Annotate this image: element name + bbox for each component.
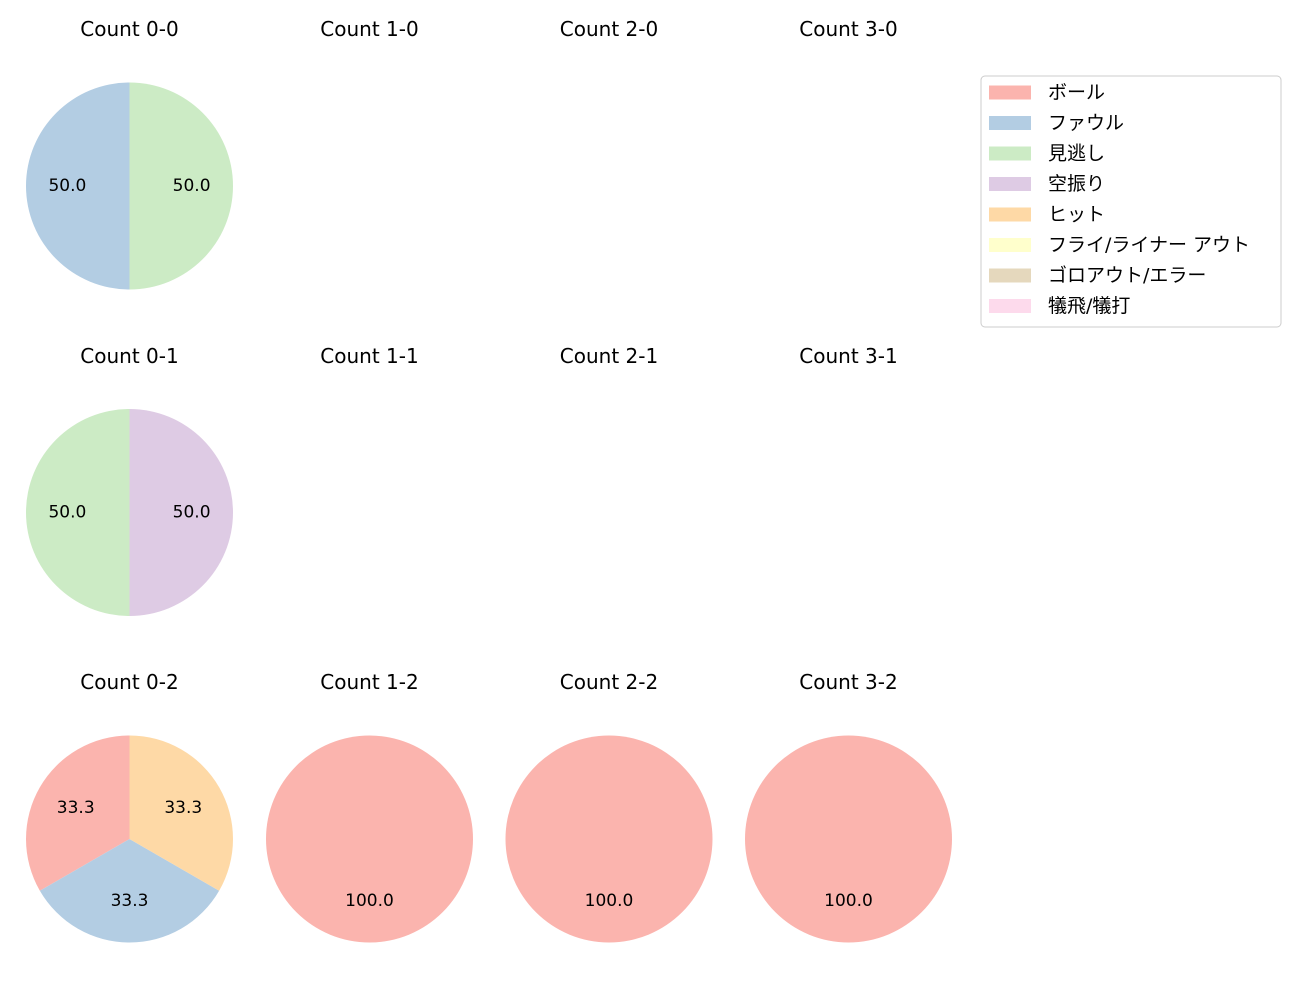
legend-item: ヒット [989,204,1105,226]
legend-item: 空振り [989,173,1105,195]
legend-label: ボール [1048,82,1105,104]
legend-label: 空振り [1048,173,1105,195]
legend-label: ゴロアウト/エラー [1048,265,1206,287]
pie-slice [129,409,234,616]
slice-label: 100.0 [585,891,634,911]
panel-title: Count 2-1 [560,344,658,368]
legend-swatch [989,177,1031,191]
pie-panel: Count 0-1 50.0 50.0 [25,344,234,616]
slice-label: 33.3 [111,891,149,911]
panel-title: Count 2-0 [560,17,658,41]
legend-item: 見逃し [989,143,1105,165]
legend-swatch [989,116,1031,130]
legend-label: 犠飛/犠打 [1048,295,1130,317]
legend-item: ファウル [989,112,1124,134]
panel-title: Count 0-0 [80,17,178,41]
panel-title: Count 0-1 [80,344,178,368]
pie-panel: Count 2-2 100.0 [505,670,713,943]
pie-panel: Count 3-1 [799,344,897,368]
legend-label: フライ/ライナー アウト [1048,234,1250,256]
slice-label: 50.0 [173,176,211,196]
legend-swatch [989,207,1031,222]
legend-frame [980,75,1282,328]
pie-panel: Count 0-2 33.3 33.3 33.3 [26,670,233,943]
pie-slice [25,409,130,616]
legend-item: ゴロアウト/エラー [989,265,1206,287]
legend-item: フライ/ライナー アウト [989,234,1250,256]
legend-swatch [989,299,1031,313]
legend-label: 見逃し [1048,143,1105,165]
pie-slice [129,82,234,290]
panel-title: Count 1-2 [320,670,418,694]
pie-slice [39,839,220,943]
chart-panels: Count 0-0 50.0 50.0 Count 1-0 Count 2-0 Count… [25,17,952,943]
pie-slice [26,735,130,891]
pie-panel: Count 2-1 [560,344,658,368]
legend-label: ヒット [1048,204,1105,226]
panel-title: Count 3-0 [799,17,897,41]
pie-panel: Count 1-1 [320,344,418,368]
legend-item: 犠飛/犠打 [989,295,1130,317]
slice-label: 33.3 [57,798,95,818]
panel-title: Count 0-2 [80,670,178,694]
panel-title: Count 3-1 [799,344,897,368]
pie-panel: Count 1-0 [320,17,418,41]
slice-label: 50.0 [173,503,211,523]
slice-label: 33.3 [164,798,202,818]
pie-panel: Count 2-0 [560,17,658,41]
slice-label: 50.0 [48,503,86,523]
slice-label: 100.0 [345,891,394,911]
panel-title: Count 1-1 [320,344,418,368]
legend-label: ファウル [1048,112,1124,134]
pie-panel: Count 3-0 [799,17,897,41]
legend-swatch [989,238,1031,252]
pie-panel: Count 3-2 100.0 [745,670,952,943]
legend-swatch [989,146,1031,161]
slice-label: 100.0 [824,891,873,911]
legend-swatch [989,85,1031,100]
pie-slice [505,735,713,943]
slice-label: 50.0 [48,176,86,196]
pie-panel: Count 1-2 100.0 [266,670,473,943]
legend-item: ボール [989,82,1105,104]
pie-slice [266,735,473,943]
pie-slice [129,735,233,891]
legend-swatch [989,268,1031,283]
pie-slice [745,735,952,943]
panel-title: Count 3-2 [799,670,897,694]
panel-title: Count 2-2 [560,670,658,694]
panel-title: Count 1-0 [320,17,418,41]
pie-panel: Count 0-0 50.0 50.0 [25,17,234,290]
pie-slice [25,82,130,290]
